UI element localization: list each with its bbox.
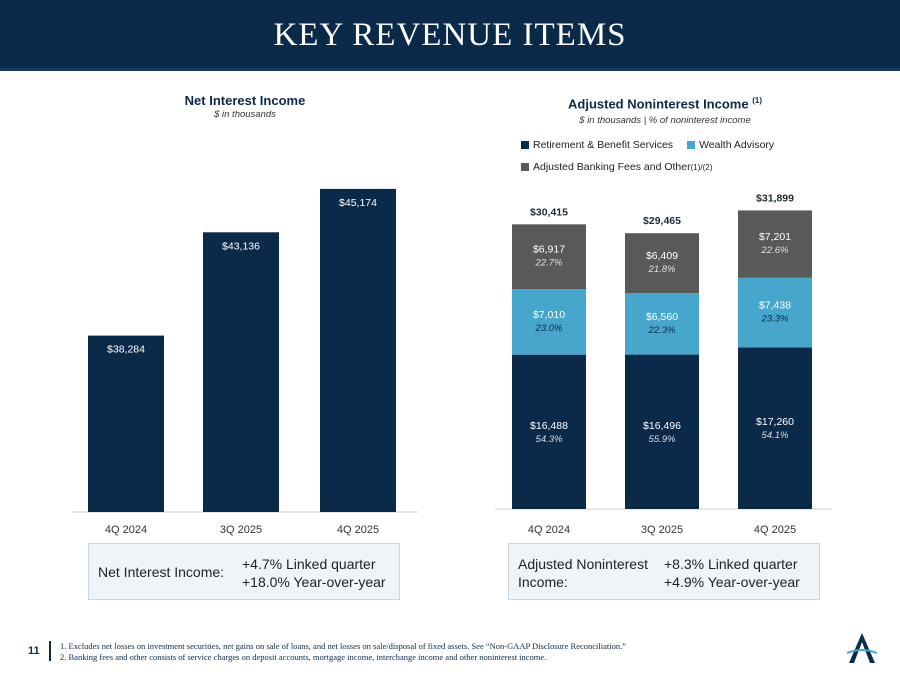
noni-callout-label-line1: Adjusted Noninterest xyxy=(518,556,648,572)
legend-swatch-wealth xyxy=(687,141,696,149)
noni-bar-segment xyxy=(738,210,812,278)
legend-label-wealth: Wealth Advisory xyxy=(699,139,775,151)
noni-bar-segment xyxy=(738,347,812,509)
noni-legend: Retirement & Benefit Services Wealth Adv… xyxy=(521,134,821,178)
page-title: KEY REVENUE ITEMS xyxy=(273,17,627,53)
nii-x-tick-label: 4Q 2024 xyxy=(105,524,147,536)
header-bar: KEY REVENUE ITEMS xyxy=(0,0,900,71)
noni-chart-title-text: Adjusted Noninterest Income xyxy=(568,96,749,112)
nii-callout-label: Net Interest Income: xyxy=(98,564,225,580)
nii-bar xyxy=(88,335,164,512)
nii-bar-label: $38,284 xyxy=(107,344,145,356)
nii-bar xyxy=(203,232,279,513)
noni-bar-segment xyxy=(625,233,699,294)
noni-callout-label-line2: Income: xyxy=(518,574,568,590)
legend-swatch-banking xyxy=(521,163,529,171)
noni-segment-value-label: $7,010 xyxy=(533,309,565,321)
noni-x-tick-label: 4Q 2025 xyxy=(754,524,796,536)
noni-segment-pct-label: 23.3% xyxy=(761,314,789,325)
legend-swatch-retirement xyxy=(521,141,529,149)
noni-segment-pct-label: 54.3% xyxy=(536,434,563,445)
nii-chart-subtitle: $ in thousands xyxy=(214,109,276,120)
noni-bar-segment xyxy=(512,354,586,509)
noni-segment-pct-label: 21.8% xyxy=(648,264,676,275)
legend-label-banking: Adjusted Banking Fees and Other xyxy=(533,161,691,173)
noni-x-tick-label: 4Q 2024 xyxy=(528,524,570,536)
noni-total-label: $31,899 xyxy=(756,192,794,204)
nii-x-tick-label: 3Q 2025 xyxy=(220,524,262,536)
legend-item-banking: Adjusted Banking Fees and Other (1)/(2) xyxy=(521,161,712,173)
nii-callout: Net Interest Income: +4.7% Linked quarte… xyxy=(88,543,400,600)
footnote-2: 2. Banking fees and other consists of se… xyxy=(60,652,547,662)
noni-segment-value-label: $16,488 xyxy=(530,420,568,432)
nii-chart-title: Net Interest Income xyxy=(184,93,306,108)
noni-bar-segment xyxy=(625,293,699,355)
footnote-1: 1. Excludes net losses on investment sec… xyxy=(60,641,627,651)
noni-callout-year-over-year: +4.9% Year-over-year xyxy=(664,574,800,590)
noni-segment-pct-label: 55.9% xyxy=(649,434,676,445)
company-logo-icon xyxy=(847,633,877,663)
nii-x-tick-label: 4Q 2025 xyxy=(337,524,379,536)
noni-bar-segment xyxy=(512,224,586,290)
legend-label-banking-sup: (1)/(2) xyxy=(690,162,713,172)
noni-bar-segment xyxy=(625,354,699,509)
noni-chart-title: Adjusted Noninterest Income (1) xyxy=(520,96,810,111)
footer-divider xyxy=(49,641,51,661)
noni-segment-pct-label: 23.0% xyxy=(535,323,563,334)
page-number: 11 xyxy=(28,645,40,657)
noni-callout-linked-quarter: +8.3% Linked quarter xyxy=(664,556,798,572)
footnotes: 1. Excludes net losses on investment sec… xyxy=(60,641,626,663)
noni-bar-segment xyxy=(512,289,586,355)
nii-callout-year-over-year: +18.0% Year-over-year xyxy=(242,574,386,590)
noni-bar-segment xyxy=(738,277,812,348)
nii-bar-label: $45,174 xyxy=(339,197,377,209)
noni-segment-value-label: $6,917 xyxy=(533,244,565,256)
nii-bar xyxy=(320,188,396,512)
noni-x-tick-label: 3Q 2025 xyxy=(641,524,683,536)
noni-total-label: $30,415 xyxy=(530,206,568,218)
nii-bar-label: $43,136 xyxy=(222,240,260,252)
noni-segment-pct-label: 22.7% xyxy=(535,258,563,269)
nii-callout-linked-quarter: +4.7% Linked quarter xyxy=(242,556,376,572)
legend-label-retirement: Retirement & Benefit Services xyxy=(533,139,674,151)
legend-item-wealth: Wealth Advisory xyxy=(687,139,774,151)
noni-segment-value-label: $6,409 xyxy=(646,250,678,262)
noni-segment-pct-label: 22.6% xyxy=(761,245,789,256)
legend-item-retirement: Retirement & Benefit Services xyxy=(521,139,673,151)
noni-chart-title-sup: (1) xyxy=(752,96,762,105)
noni-segment-pct-label: 22.3% xyxy=(648,325,676,336)
noni-callout-label: Adjusted Noninterest Income: xyxy=(518,555,648,591)
noni-total-label: $29,465 xyxy=(643,215,681,227)
noni-segment-value-label: $16,496 xyxy=(643,420,681,432)
noni-segment-value-label: $17,260 xyxy=(756,416,794,428)
noni-segment-pct-label: 54.1% xyxy=(762,430,789,441)
noni-segment-value-label: $6,560 xyxy=(646,311,678,323)
noni-chart-subtitle: $ in thousands | % of noninterest income xyxy=(579,115,751,126)
noni-segment-value-label: $7,201 xyxy=(759,231,791,243)
noni-callout: Adjusted Noninterest Income: +8.3% Linke… xyxy=(508,543,820,600)
noni-segment-value-label: $7,438 xyxy=(759,300,791,312)
